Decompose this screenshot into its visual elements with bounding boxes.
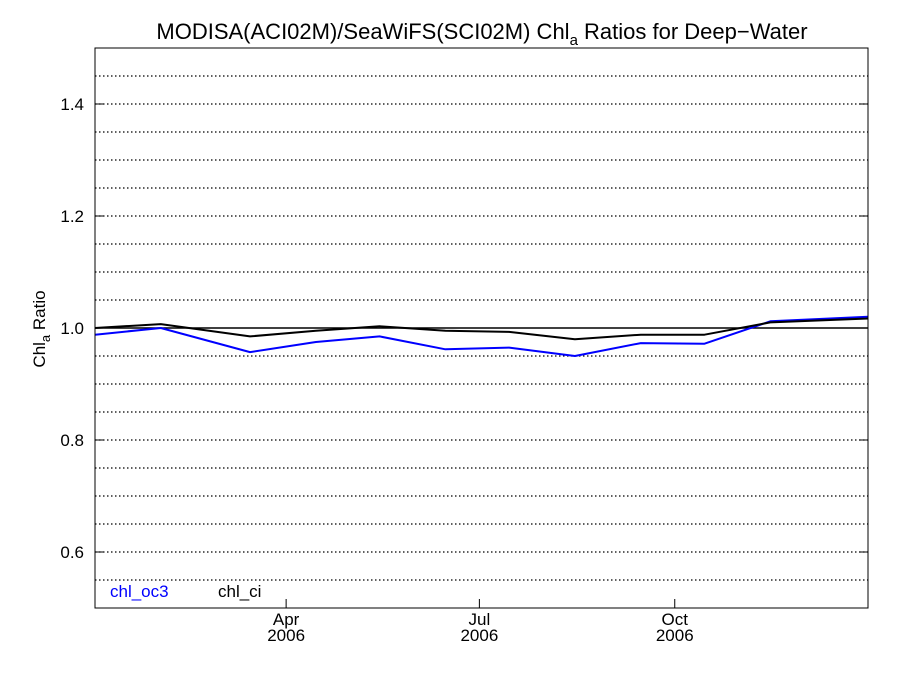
series-line-chl-ci <box>94 317 869 341</box>
y-axis-label-subscript: a <box>38 334 53 342</box>
y-axis-label-main: Chl <box>30 342 49 368</box>
y-tick-label: 1.2 <box>60 207 84 226</box>
x-tick-label-year: 2006 <box>267 626 305 645</box>
x-tick-label-month: Jul <box>469 610 491 629</box>
legend-chl-oc3: chl_oc3 <box>110 582 169 601</box>
chart-title: MODISA(ACI02M)/SeaWiFS(SCI02M) Chla Rati… <box>156 19 807 49</box>
y-tick-label: 0.8 <box>60 431 84 450</box>
x-tick-label-year: 2006 <box>656 626 694 645</box>
x-tick-label-year: 2006 <box>460 626 498 645</box>
legend: chl_oc3 chl_ci <box>110 582 261 601</box>
x-tick-label-month: Oct <box>662 610 689 629</box>
x-tick-label-month: Apr <box>273 610 300 629</box>
y-tick-label: 1.4 <box>60 95 84 114</box>
legend-chl-ci: chl_ci <box>218 582 261 601</box>
series-line-chl-oc3 <box>94 315 869 357</box>
y-axis-label-suffix: Ratio <box>30 290 49 334</box>
plot-frame <box>94 47 869 609</box>
y-axis-label: Chla Ratio <box>30 290 53 367</box>
chart-title-prefix: MODISA(ACI02M)/SeaWiFS(SCI02M) Chl <box>156 19 569 44</box>
series-lines <box>94 315 869 357</box>
chart-title-suffix: Ratios for Deep−Water <box>578 19 808 44</box>
y-tick-label: 1.0 <box>60 319 84 338</box>
chart-title-subscript: a <box>570 32 579 49</box>
y-tick-label: 0.6 <box>60 543 84 562</box>
